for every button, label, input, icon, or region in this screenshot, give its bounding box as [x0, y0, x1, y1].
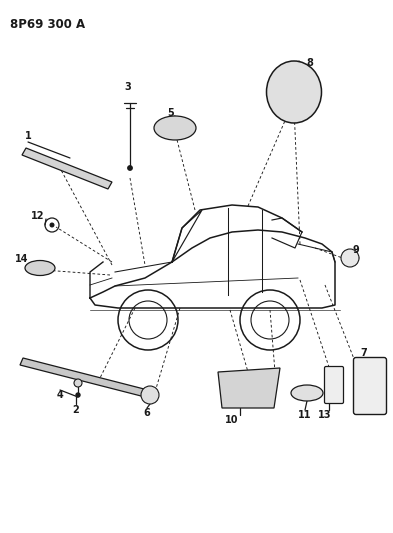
Text: 5: 5 [168, 108, 174, 118]
Text: 14: 14 [15, 254, 29, 264]
Ellipse shape [266, 61, 321, 123]
Text: 11: 11 [298, 410, 312, 420]
Circle shape [141, 386, 159, 404]
Text: 12: 12 [31, 211, 45, 221]
FancyBboxPatch shape [353, 358, 386, 415]
Text: 8P69 300 A: 8P69 300 A [10, 18, 85, 31]
Polygon shape [20, 358, 148, 397]
FancyBboxPatch shape [325, 367, 343, 403]
Text: 7: 7 [361, 348, 367, 358]
Circle shape [50, 223, 54, 227]
Ellipse shape [25, 261, 55, 276]
Text: 1: 1 [25, 131, 31, 141]
Text: 9: 9 [353, 245, 359, 255]
Ellipse shape [291, 385, 323, 401]
Circle shape [76, 393, 80, 397]
Text: 13: 13 [318, 410, 332, 420]
Text: 4: 4 [57, 390, 63, 400]
Text: 3: 3 [125, 82, 131, 92]
Ellipse shape [154, 116, 196, 140]
Polygon shape [22, 148, 112, 189]
Text: 2: 2 [73, 405, 79, 415]
Polygon shape [218, 368, 280, 408]
Text: 10: 10 [225, 415, 239, 425]
Circle shape [128, 166, 132, 170]
Text: 6: 6 [143, 408, 151, 418]
Circle shape [341, 249, 359, 267]
Circle shape [74, 379, 82, 387]
Text: 8: 8 [307, 58, 314, 68]
